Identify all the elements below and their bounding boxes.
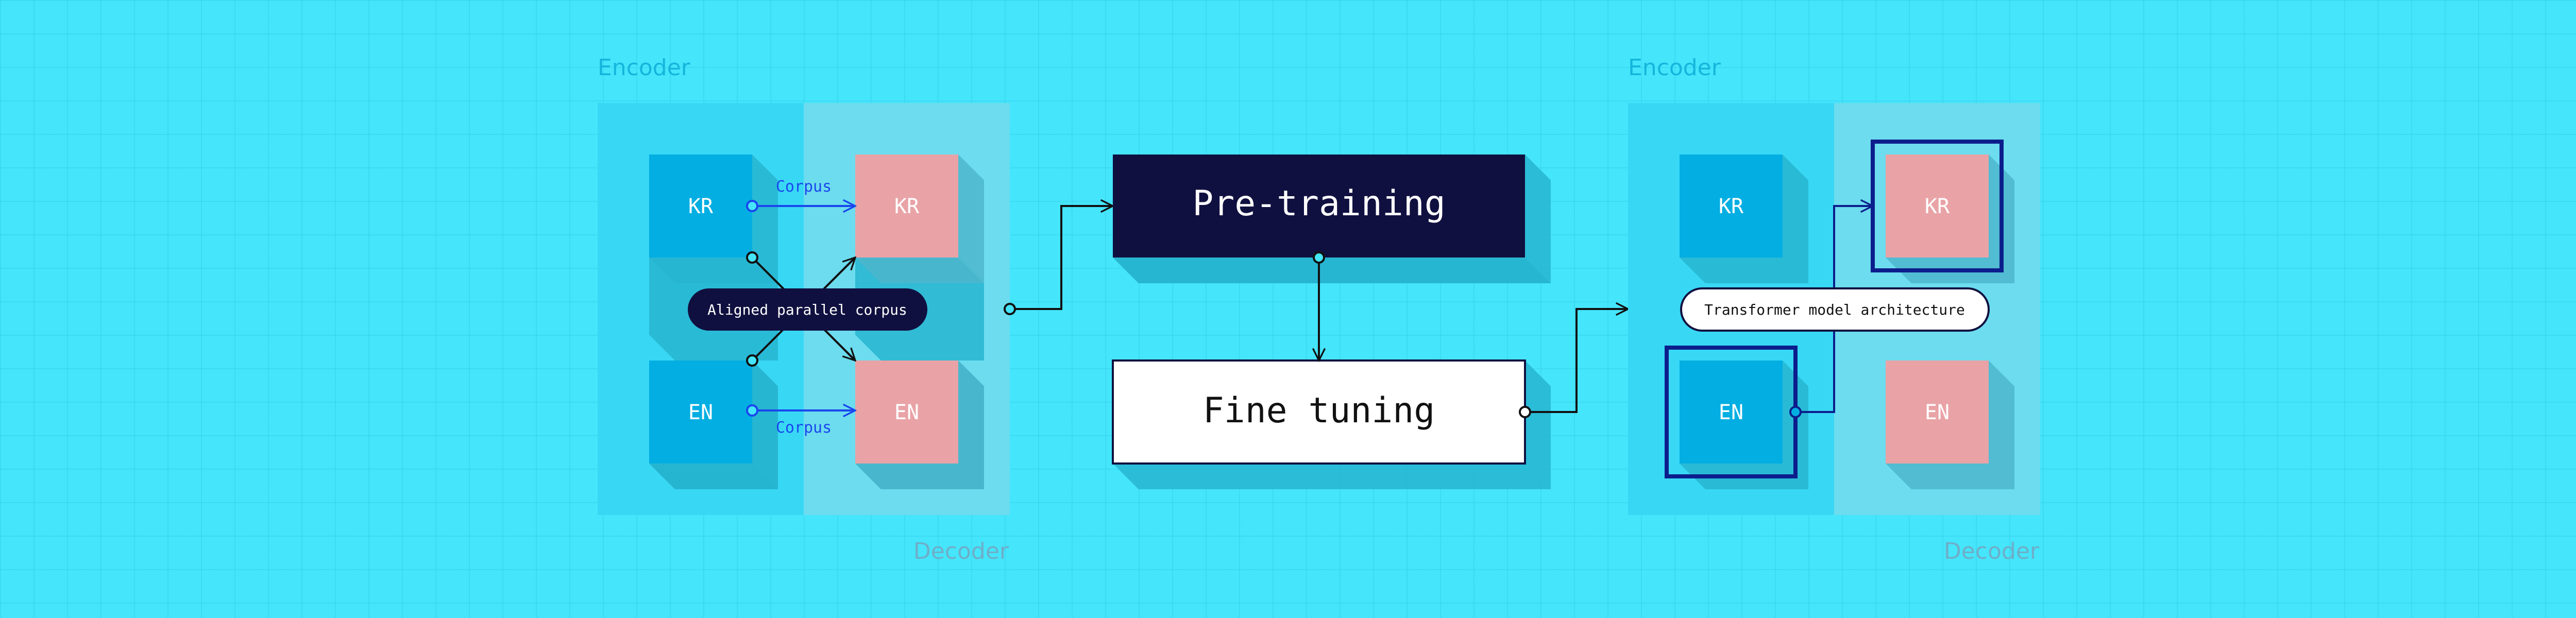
shadow bbox=[1783, 154, 1808, 283]
right-encoder-label: Encoder bbox=[1628, 55, 1721, 81]
shadow bbox=[1989, 360, 2014, 489]
aligned-parallel-corpus-label: Aligned parallel corpus bbox=[707, 301, 907, 318]
connector-left-to-pretraining bbox=[1004, 206, 1113, 315]
transformer-model-label: Transformer model architecture bbox=[1704, 301, 1965, 318]
connector-pretraining-origin bbox=[1313, 251, 1325, 264]
left-decoder-kr-box bbox=[855, 154, 958, 258]
shadow bbox=[958, 360, 984, 489]
shadow bbox=[958, 154, 984, 283]
left-encoder-kr-box bbox=[649, 154, 752, 258]
cross-arrow-origin-bottom bbox=[746, 354, 758, 367]
pretraining-box bbox=[1113, 154, 1525, 258]
middle-group: Pre-training Fine tuning bbox=[1112, 154, 1551, 489]
shadow bbox=[855, 464, 984, 489]
right-decoder-kr-box bbox=[1886, 154, 1989, 258]
translation-arrow-origin bbox=[1789, 406, 1802, 418]
shadow bbox=[1525, 154, 1551, 283]
right-encoder-en-box bbox=[1680, 360, 1783, 464]
shadow bbox=[855, 258, 984, 283]
corpus-top-label: Corpus bbox=[776, 178, 832, 196]
left-decoder-en-label: EN bbox=[894, 401, 919, 424]
pretraining-label: Pre-training bbox=[1192, 183, 1445, 224]
right-decoder-en-box bbox=[1886, 360, 1989, 464]
left-encoder-en-label: EN bbox=[688, 401, 713, 424]
cross-arrow-origin-top bbox=[746, 251, 758, 264]
shadow bbox=[1680, 258, 1808, 283]
transformer-model-pill bbox=[1680, 287, 1990, 332]
aligned-parallel-corpus-pill bbox=[688, 288, 927, 331]
shadow bbox=[1525, 360, 1551, 489]
left-decoder-en-box bbox=[855, 360, 958, 464]
corpus-bottom-label: Corpus bbox=[776, 419, 832, 437]
corpus-arrow-bottom-origin bbox=[746, 404, 758, 417]
right-encoder-kr-box bbox=[1680, 154, 1783, 258]
left-encoder-en-box bbox=[649, 360, 752, 464]
shadow bbox=[752, 360, 778, 489]
left-encoder-kr-label: KR bbox=[688, 195, 714, 218]
right-decoder-label: Decoder bbox=[1944, 538, 2040, 564]
left-group: Encoder Decoder KR KR EN EN Corpus bbox=[598, 55, 1010, 564]
right-decoder-kr-label: KR bbox=[1925, 195, 1950, 218]
shadow bbox=[1886, 464, 2014, 489]
connector-finetuning-to-right bbox=[1519, 309, 1628, 418]
shadow bbox=[649, 464, 778, 489]
right-encoder-en-label: EN bbox=[1719, 401, 1743, 424]
left-decoder-kr-label: KR bbox=[894, 195, 920, 218]
corpus-arrow-top-origin bbox=[746, 200, 758, 212]
left-encoder-label: Encoder bbox=[598, 55, 691, 81]
right-group: Encoder Decoder KR KR EN EN Transformer … bbox=[1628, 55, 2040, 564]
finetuning-label: Fine tuning bbox=[1203, 390, 1435, 431]
left-decoder-label: Decoder bbox=[913, 538, 1009, 564]
shadow bbox=[649, 258, 778, 283]
right-decoder-en-label: EN bbox=[1925, 401, 1950, 424]
shadow bbox=[1113, 258, 1551, 283]
shadow bbox=[752, 154, 778, 283]
shadow bbox=[1113, 464, 1551, 489]
right-encoder-kr-label: KR bbox=[1719, 195, 1744, 218]
finetuning-box bbox=[1112, 359, 1526, 465]
